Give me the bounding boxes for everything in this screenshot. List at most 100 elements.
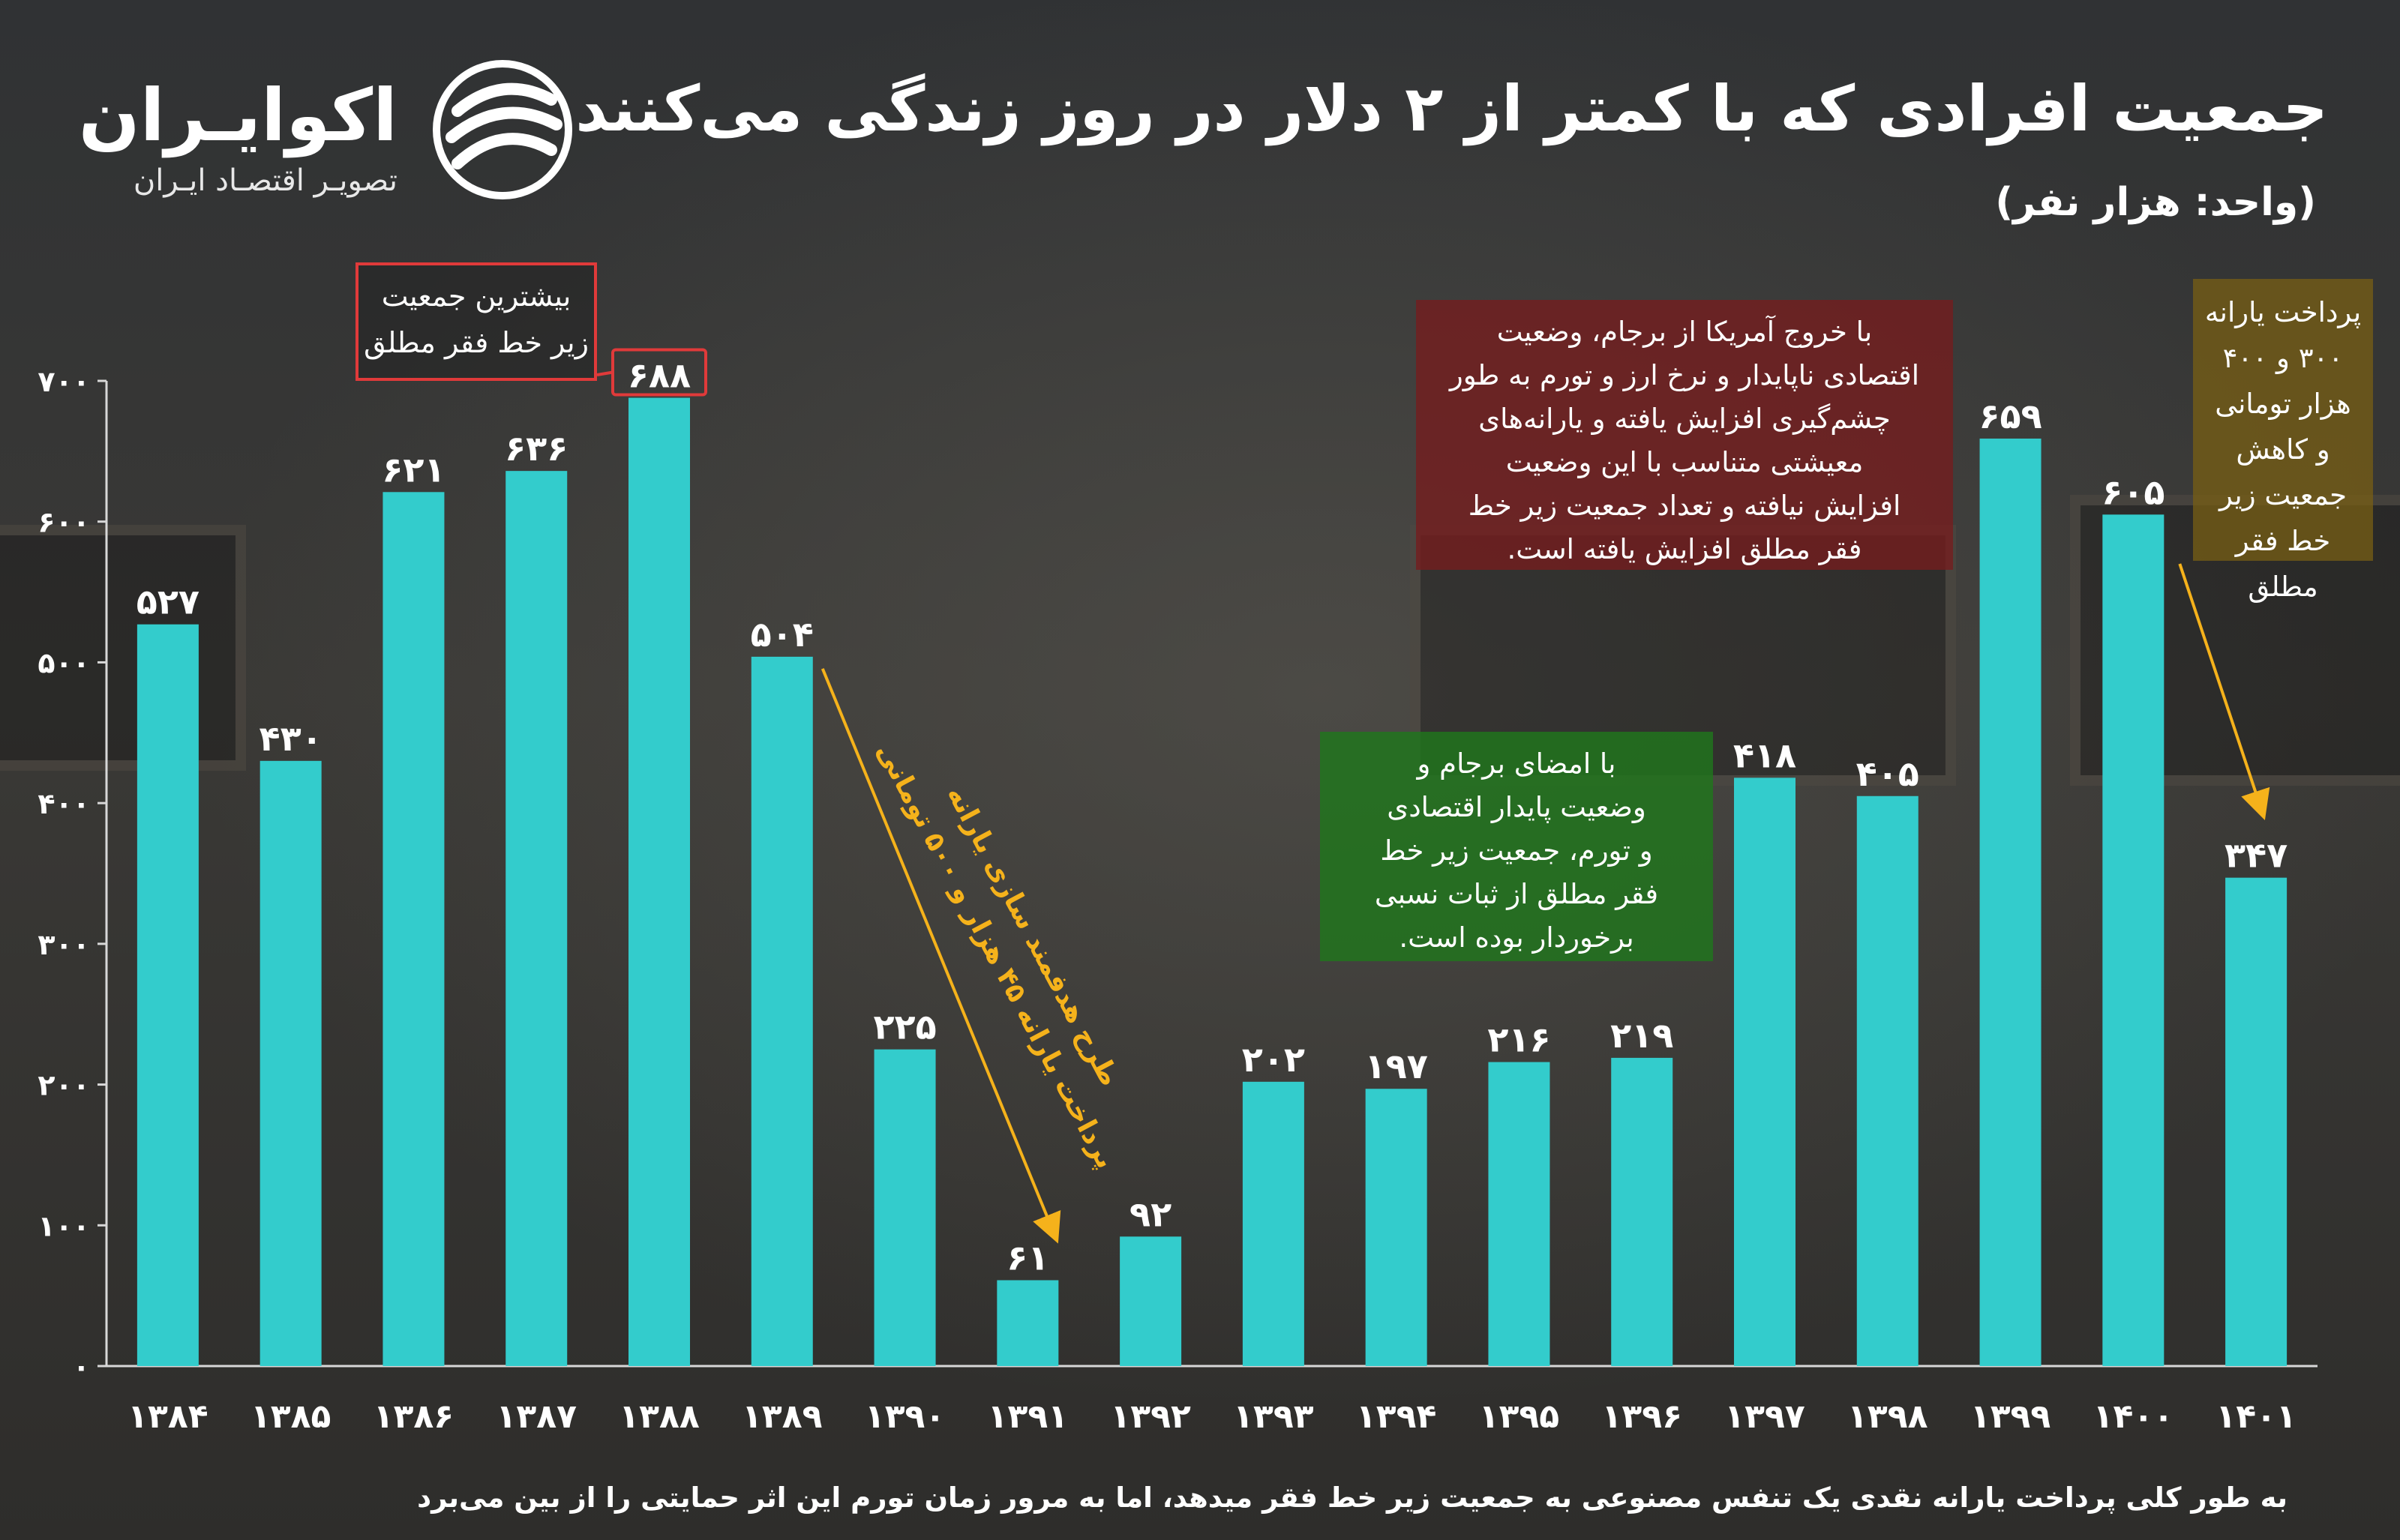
gold-note-line-4: و کاهش: [2236, 433, 2330, 466]
bar: [260, 760, 322, 1366]
x-tick-label: ۱۳۹۹: [1970, 1398, 2050, 1436]
chart-unit: (واحد: هزار نفر): [1995, 180, 2316, 225]
brand-tagline: تصویـر اقتصـاد ایـران: [133, 163, 398, 198]
gold-note-line-6: خط فقر مطلق: [2235, 525, 2331, 603]
chart-arrows: [820, 563, 2270, 1244]
x-tick-label: ۱۳۹۶: [1602, 1398, 1682, 1436]
red-note-line-2: اقتصادی ناپایدار و نرخ ارز و تورم به طور: [1449, 359, 1920, 391]
bar: [751, 656, 813, 1366]
x-tick-label: ۱۳۹۵: [1479, 1398, 1559, 1436]
gold-note-line-1: پرداخت یارانه: [2204, 296, 2362, 328]
bar: [136, 624, 199, 1366]
peak-callout-line-1: بیشترین جمعیت: [381, 280, 572, 313]
green-note-line-3: و تورم، جمعیت زیر خط: [1380, 834, 1653, 867]
chart-bars: [136, 397, 2288, 1367]
x-tick-label: ۱۳۹۲: [1110, 1398, 1191, 1436]
bar: [2102, 514, 2164, 1366]
bar: [1365, 1089, 1427, 1366]
footer-caption: به طور کلی پرداخت یارانه نقدی یک تنفس مص…: [417, 1482, 2288, 1514]
x-tick-label: ۱۳۹۸: [1847, 1398, 1928, 1436]
bar: [1488, 1062, 1550, 1366]
brand-name: اکوایـران: [78, 73, 398, 157]
brand-logo: اکوایـران تصویـر اقتصـاد ایـران: [78, 58, 592, 208]
bar: [506, 471, 568, 1366]
bar-value-label: ۴۱۸: [1733, 735, 1796, 775]
bar-value-label: ۶۸۸: [628, 355, 691, 396]
y-tick-label: ۶۰۰: [38, 506, 90, 539]
x-tick-label: ۱۴۰۱: [2216, 1398, 2296, 1436]
y-tick-label: ۲۰۰: [38, 1069, 90, 1102]
bar-value-label: ۶۱: [1006, 1237, 1048, 1278]
bar-value-label: ۲۱۶: [1487, 1020, 1550, 1060]
green-note-line-5: برخوردار بوده است.: [1399, 921, 1634, 954]
red-note-line-5: افزایش نیافته و تعداد جمعیت زیر خط: [1468, 490, 1901, 522]
bar-value-label: ۶۲۱: [382, 449, 445, 490]
subsidy-payment-arrow: [2178, 563, 2270, 821]
bar: [2225, 877, 2288, 1366]
y-tick-label: ۷۰۰: [38, 365, 90, 398]
x-tick-label: ۱۴۰۰: [2093, 1398, 2174, 1436]
us-withdrawal-note: با خروج آمریکا از برجام، وضعیت اقتصادی ن…: [1416, 300, 1953, 570]
jcpoa-stability-note: با امضای برجام و وضعیت پایدار اقتصادی و …: [1320, 732, 1713, 961]
y-tick-label: ۵۰۰: [38, 646, 90, 679]
green-note-line-1: با امضای برجام و: [1417, 748, 1616, 780]
bar: [382, 492, 445, 1366]
x-tick-label: ۱۳۸۸: [619, 1398, 700, 1436]
bar-value-label: ۹۲: [1130, 1194, 1172, 1234]
bar-value-label: ۵۰۴: [751, 614, 814, 655]
bar: [628, 397, 690, 1367]
bar-value-label: ۴۳۰: [260, 718, 322, 759]
bar: [997, 1280, 1059, 1366]
bar: [1120, 1236, 1182, 1366]
red-note-line-3: چشم‌گیری افزایش یافته و یارانه‌های: [1478, 403, 1891, 435]
y-tick-label: ۱۰۰: [38, 1209, 90, 1242]
x-tick-label: ۱۳۸۹: [742, 1398, 822, 1436]
bar-value-label: ۶۳۶: [505, 428, 568, 469]
x-tick-label: ۱۳۹۴: [1356, 1398, 1436, 1436]
red-note-line-4: معیشتی متناسب با این وضعیت: [1505, 446, 1864, 478]
red-note-line-6: فقر مطلق افزایش یافته است.: [1507, 533, 1862, 565]
y-tick-label: ۰: [73, 1350, 90, 1383]
x-tick-label: ۱۳۹۰: [865, 1398, 945, 1436]
subsidy-decline-arrow: [820, 668, 1061, 1244]
bar-value-label: ۲۰۲: [1242, 1039, 1305, 1080]
chart-title: جمعیت افرادی که با کمتر از ۲ دلار در روز…: [575, 72, 2328, 145]
gold-note-line-2: ۳۰۰ و ۴۰۰: [2222, 342, 2344, 374]
bar: [1979, 438, 2042, 1366]
bar-value-label: ۵۲۷: [136, 582, 200, 622]
gold-note-line-3: هزار تومانی: [2215, 388, 2351, 420]
chart-axes: ۰ ۱۰۰ ۲۰۰ ۳۰۰ ۴۰۰ ۵۰۰ ۶۰۰ ۷۰۰: [38, 365, 2318, 1383]
red-note-line-1: با خروج آمریکا از برجام، وضعیت: [1496, 316, 1873, 348]
bar-value-label: ۶۰۵: [2102, 472, 2164, 512]
y-tick-label: ۳۰۰: [38, 928, 90, 961]
bar: [1734, 777, 1796, 1366]
bar-value-label: ۲۲۵: [873, 1007, 936, 1047]
x-tick-label: ۱۳۸۶: [374, 1398, 454, 1436]
x-tick-label: ۱۳۹۱: [988, 1398, 1068, 1436]
bar: [1242, 1081, 1304, 1366]
bar-value-label: ۲۱۹: [1610, 1015, 1673, 1056]
peak-callout-connector: [596, 370, 614, 376]
x-tick-label: ۱۳۸۵: [250, 1398, 331, 1436]
x-tick-label: ۱۳۸۷: [496, 1398, 578, 1436]
bar-value-label: ۶۵۹: [1978, 396, 2042, 436]
green-note-line-2: وضعیت پایدار اقتصادی: [1387, 791, 1646, 823]
subsidy-payment-note: پرداخت یارانه ۳۰۰ و ۴۰۰ هزار تومانی و کا…: [2193, 279, 2373, 603]
peak-callout-line-2: زیر خط فقر مطلق: [364, 326, 589, 359]
bar-value-label: ۴۰۵: [1856, 754, 1919, 794]
gold-note-line-5: جمعیت زیر: [2219, 479, 2347, 511]
green-note-line-4: فقر مطلق از ثبات نسبی: [1374, 878, 1659, 910]
x-tick-label: ۱۳۸۴: [128, 1398, 208, 1436]
bar: [874, 1049, 936, 1366]
x-tick-label: ۱۳۹۳: [1233, 1398, 1314, 1436]
chart-value-labels: ۵۲۷ ۱۳۸۴ ۴۳۰ ۱۳۸۵ ۶۲۱ ۱۳۸۶ ۶۳۶ ۱۳۸۷ ۶۸۸ ۱۳۸۸ ۵۰۴ ۱۳…: [128, 348, 2296, 1436]
bar-value-label: ۳۴۷: [2224, 835, 2288, 876]
bar: [1611, 1057, 1673, 1366]
brand-mark-icon: [433, 60, 572, 199]
peak-callout: بیشترین جمعیت زیر خط فقر مطلق: [356, 262, 597, 381]
x-tick-label: ۱۳۹۷: [1724, 1398, 1805, 1436]
bar: [1856, 795, 1918, 1366]
bar-value-label: ۱۹۷: [1365, 1046, 1428, 1086]
y-tick-label: ۴۰۰: [38, 787, 90, 820]
